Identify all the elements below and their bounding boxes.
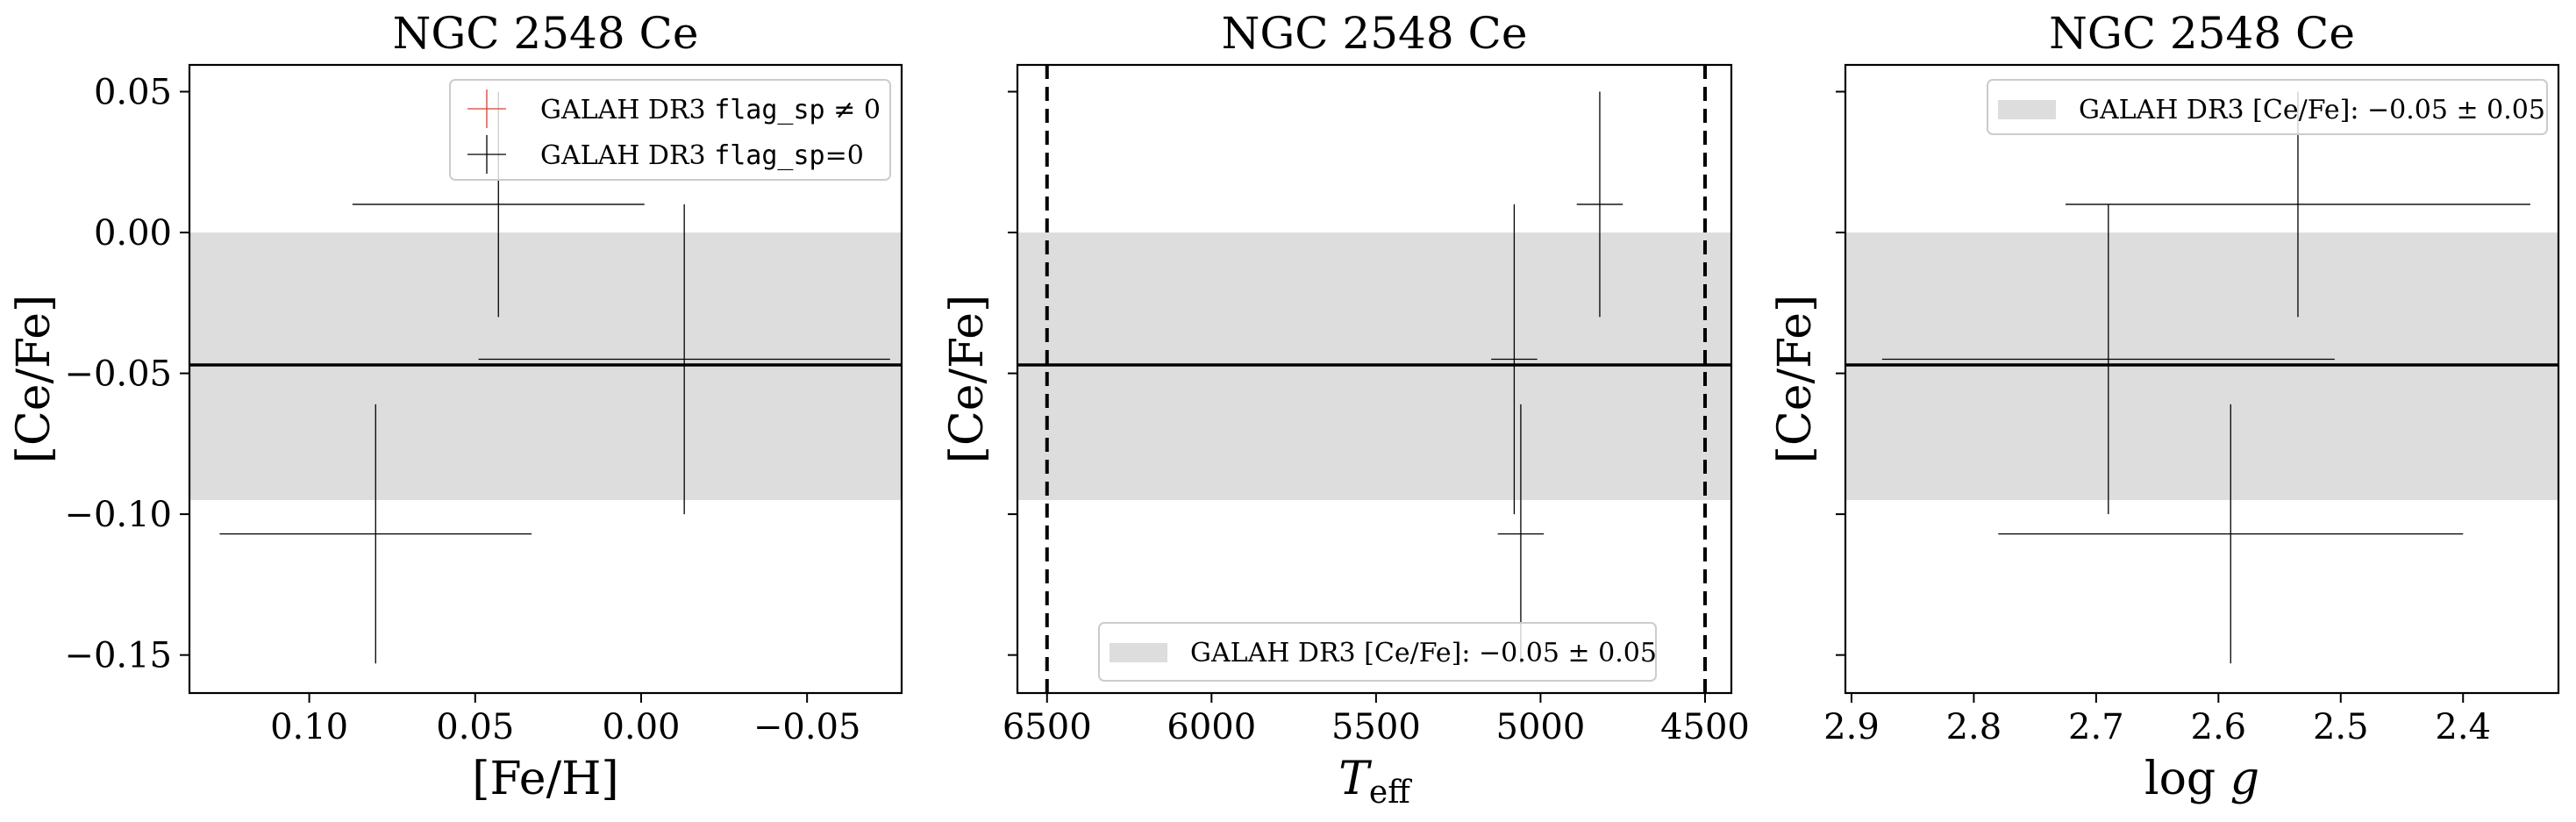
data-point-2 <box>1881 204 2335 515</box>
x-tick-label: 2.8 <box>1946 707 2002 747</box>
legend-band-swatch <box>1998 100 2056 119</box>
legend-box <box>449 79 891 181</box>
x-tick-label: −0.05 <box>753 707 861 747</box>
legend: GALAH DR3 flag_sp ≠ 0 GALAH DR3 flag_sp=0 <box>449 79 891 181</box>
x-axis-label: log g <box>2144 753 2259 805</box>
legend-label: GALAH DR3 flag_sp ≠ 0 <box>540 95 881 125</box>
legend-entry-1: GALAH DR3 [Ce/Fe]: −0.05 ± 0.05 <box>1110 638 1657 668</box>
y-tick-label: −0.15 <box>64 636 172 676</box>
x-axis-label: [Fe/H] <box>472 753 618 805</box>
chart-title: NGC 2548 Ce <box>393 8 699 59</box>
y-axis-label: [Ce/Fe] <box>8 295 61 464</box>
legend-entry-1: GALAH DR3 [Ce/Fe]: −0.05 ± 0.05 <box>1998 95 2545 125</box>
x-tick-label: 2.4 <box>2435 707 2491 747</box>
x-tick-label: 5000 <box>1496 707 1586 747</box>
plot-area <box>189 91 902 664</box>
legend-box <box>1987 79 2548 135</box>
y-axis-label: [Ce/Fe] <box>941 295 994 464</box>
x-tick-label: 2.7 <box>2068 707 2124 747</box>
chart-title: NGC 2548 Ce <box>1222 8 1528 59</box>
y-tick-label: 0.00 <box>94 213 172 254</box>
legend: GALAH DR3 [Ce/Fe]: −0.05 ± 0.05 <box>1987 79 2548 135</box>
axes-frame <box>1844 63 2560 695</box>
panel-2: 6500 6000 5500 5000 4500 NGC 2548 Ce Teff [Ce/F… <box>941 8 1750 811</box>
data-point-2 <box>478 204 890 515</box>
panel-1: 0.10 0.05 0.00 −0.05 0.05 0.00 −0.05 −0.10 −0.15… <box>8 8 903 805</box>
legend-entry-2: GALAH DR3 flag_sp=0 <box>467 135 864 174</box>
x-tick-label: 2.5 <box>2313 707 2369 747</box>
legend-band-swatch <box>1110 643 1167 662</box>
plot-area <box>1845 91 2558 664</box>
data-point-1 <box>1576 91 1623 318</box>
chart-title: NGC 2548 Ce <box>2049 8 2355 59</box>
legend-label: GALAH DR3 flag_sp=0 <box>540 140 864 171</box>
panel-3: 2.9 2.8 2.7 2.6 2.5 2.4 NGC 2548 Ce log g [Ce/Fe… <box>1769 8 2560 805</box>
x-tick-label: 2.9 <box>1823 707 1880 747</box>
y-tick-label: 0.05 <box>94 73 172 113</box>
legend-entry-1: GALAH DR3 flag_sp ≠ 0 <box>467 89 881 128</box>
axes-frame <box>1016 63 1733 695</box>
legend-label: GALAH DR3 [Ce/Fe]: −0.05 ± 0.05 <box>2079 95 2545 125</box>
x-axis-label: Teff <box>1338 753 1412 811</box>
data-point-2 <box>1491 204 1538 515</box>
data-point-3 <box>1998 404 2464 664</box>
y-axis-label: [Ce/Fe] <box>1769 295 1822 464</box>
data-point-3 <box>1497 404 1545 664</box>
legend-label: GALAH DR3 [Ce/Fe]: −0.05 ± 0.05 <box>1190 638 1657 668</box>
axes-frame <box>188 63 903 695</box>
legend: GALAH DR3 [Ce/Fe]: −0.05 ± 0.05 <box>1098 622 1657 682</box>
data-point-3 <box>219 404 532 664</box>
x-tick-label: 0.05 <box>436 707 514 747</box>
plot-area <box>1017 65 1731 693</box>
x-tick-label: 6000 <box>1167 707 1256 747</box>
x-tick-label: 4500 <box>1660 707 1750 747</box>
y-tick-label: −0.10 <box>64 495 172 535</box>
x-tick-label: 0.10 <box>270 707 348 747</box>
x-tick-label: 5500 <box>1331 707 1421 747</box>
y-tick-label: −0.05 <box>64 354 172 395</box>
x-tick-label: 2.6 <box>2191 707 2247 747</box>
x-tick-label: 0.00 <box>602 707 680 747</box>
x-tick-label: 6500 <box>1003 707 1092 747</box>
legend-box <box>1098 622 1657 682</box>
